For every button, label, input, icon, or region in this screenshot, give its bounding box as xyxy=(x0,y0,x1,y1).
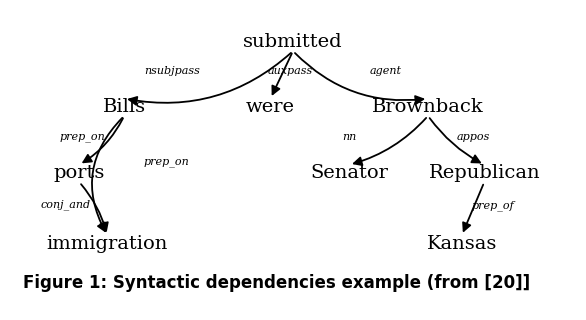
Text: nn: nn xyxy=(342,132,356,142)
Text: Bills: Bills xyxy=(103,98,146,116)
Text: submitted: submitted xyxy=(243,33,343,52)
Text: Senator: Senator xyxy=(311,164,388,182)
Text: auxpass: auxpass xyxy=(268,66,313,76)
Text: immigration: immigration xyxy=(47,235,168,253)
Text: appos: appos xyxy=(456,132,490,142)
Text: Republican: Republican xyxy=(428,164,540,182)
Text: Brownback: Brownback xyxy=(372,98,484,116)
Text: were: were xyxy=(246,98,295,116)
Text: conj_and: conj_and xyxy=(40,200,90,211)
Text: agent: agent xyxy=(370,66,402,76)
Text: prep_on: prep_on xyxy=(144,157,189,167)
Text: prep_of: prep_of xyxy=(471,200,514,211)
Text: prep_on: prep_on xyxy=(59,132,105,142)
Text: nsubjpass: nsubjpass xyxy=(144,66,200,76)
Text: Figure 1: Syntactic dependencies example (from [20]]: Figure 1: Syntactic dependencies example… xyxy=(23,274,530,292)
Text: ports: ports xyxy=(53,164,105,182)
Text: Kansas: Kansas xyxy=(427,235,497,253)
